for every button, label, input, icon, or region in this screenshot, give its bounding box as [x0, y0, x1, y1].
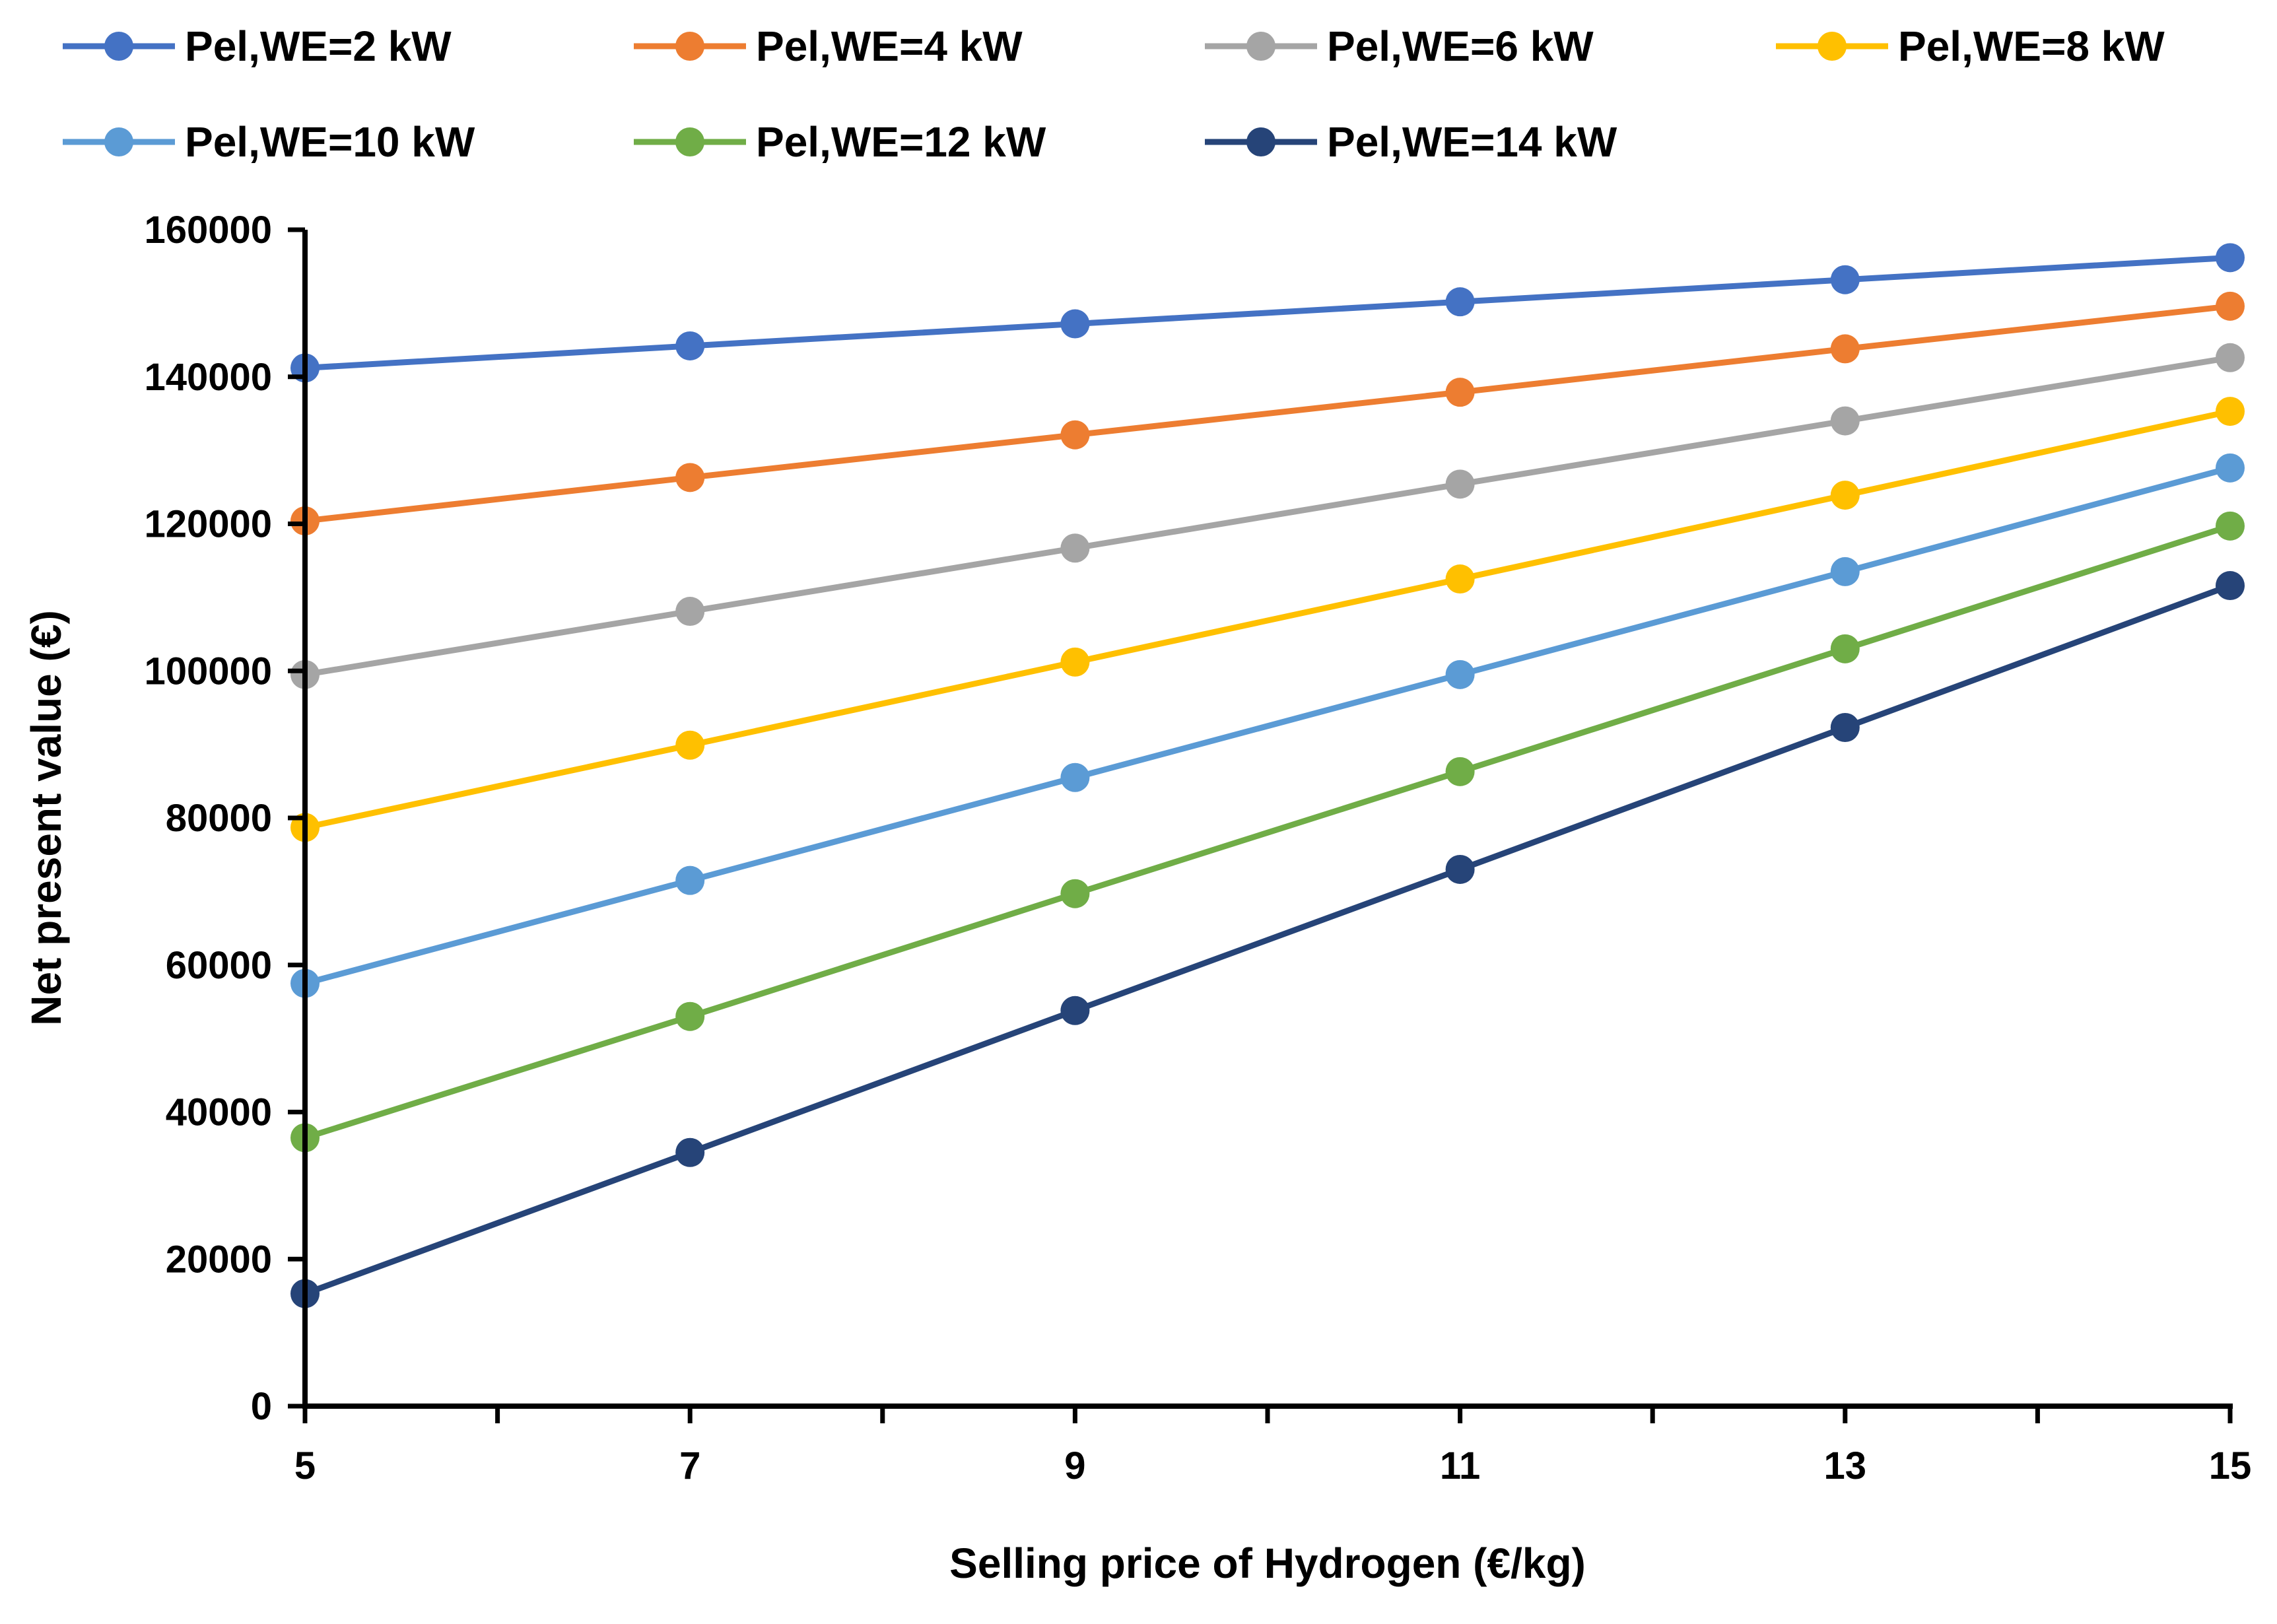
legend-item: Pel,WE=2 kW	[63, 22, 452, 70]
data-point	[1060, 420, 1090, 450]
x-tick-label: 7	[679, 1444, 700, 1487]
data-point	[1830, 713, 1860, 743]
data-point	[1060, 533, 1090, 563]
data-point	[1445, 378, 1475, 407]
data-point	[1060, 647, 1090, 677]
series-7	[290, 571, 2245, 1308]
data-point	[1830, 334, 1860, 364]
series-line	[304, 408, 2231, 830]
y-tick-label: 40000	[166, 1091, 272, 1134]
data-point	[1445, 757, 1475, 786]
y-tick-label: 60000	[166, 944, 272, 987]
series-1	[290, 243, 2245, 383]
data-point	[1445, 660, 1475, 689]
data-point	[1445, 854, 1475, 884]
y-tick-label: 160000	[144, 209, 272, 252]
legend-label: Pel,WE=6 kW	[1327, 22, 1594, 70]
x-tick-label: 5	[294, 1444, 316, 1487]
legend-marker	[1246, 127, 1275, 156]
data-point	[1830, 557, 1860, 586]
data-point	[675, 730, 705, 760]
x-tick-label: 11	[1440, 1444, 1480, 1487]
legend-label: Pel,WE=4 kW	[756, 22, 1023, 70]
legend-item: Pel,WE=14 kW	[1205, 118, 1617, 166]
series-line	[304, 523, 2231, 1141]
plot-area	[290, 243, 2245, 1308]
y-tick-label: 20000	[166, 1238, 272, 1281]
y-tick-label: 80000	[166, 797, 272, 840]
y-tick-label: 0	[251, 1385, 272, 1428]
x-tick-label: 15	[2209, 1444, 2252, 1487]
x-tick-label: 13	[1824, 1444, 1867, 1487]
data-point	[2216, 343, 2245, 372]
data-point	[2216, 511, 2245, 541]
data-point	[2216, 453, 2245, 483]
legend-marker	[104, 32, 133, 61]
data-point	[675, 1137, 705, 1167]
series-3	[290, 343, 2245, 689]
legend-marker	[675, 32, 704, 61]
y-tick-label: 140000	[144, 356, 272, 399]
legend-marker	[1818, 32, 1847, 61]
legend-label: Pel,WE=2 kW	[185, 22, 452, 70]
y-tick-label: 100000	[144, 650, 272, 693]
data-point	[1060, 879, 1090, 908]
legend-item: Pel,WE=10 kW	[63, 118, 475, 166]
series-5	[290, 453, 2245, 998]
data-point	[1830, 406, 1860, 436]
legend-item: Pel,WE=12 kW	[634, 118, 1046, 166]
data-point	[2216, 243, 2245, 273]
series-line	[304, 582, 2231, 1297]
series-2	[290, 291, 2245, 536]
axes: 0 20000 40000 60000 80000 100000 120000 140000 1…	[144, 209, 2251, 1487]
series-line	[304, 303, 2231, 524]
data-point	[1445, 469, 1475, 499]
data-point	[1060, 762, 1090, 792]
legend-label: Pel,WE=12 kW	[756, 118, 1046, 166]
legend-marker	[675, 127, 704, 156]
data-point	[675, 1001, 705, 1031]
legend-label: Pel,WE=14 kW	[1327, 118, 1617, 166]
data-point	[1445, 287, 1475, 317]
data-point	[675, 331, 705, 360]
legend-item: Pel,WE=4 kW	[634, 22, 1023, 70]
series-6	[290, 511, 2245, 1153]
data-point	[675, 463, 705, 492]
x-axis-title: Selling price of Hydrogen (€/kg)	[949, 1539, 1586, 1587]
data-point	[1830, 265, 1860, 294]
series-line	[304, 254, 2231, 371]
data-point	[1060, 309, 1090, 339]
data-point	[1060, 996, 1090, 1025]
legend-item: Pel,WE=8 kW	[1776, 22, 2165, 70]
legend-item: Pel,WE=6 kW	[1205, 22, 1594, 70]
data-point	[1445, 564, 1475, 594]
data-point	[675, 597, 705, 626]
legend-marker	[104, 127, 133, 156]
series-line	[304, 355, 2231, 678]
data-point	[1830, 634, 1860, 663]
legend-label: Pel,WE=10 kW	[185, 118, 475, 166]
legend-marker	[1246, 32, 1275, 61]
series-line	[304, 465, 2231, 986]
y-axis-title: Net present value (€)	[22, 610, 70, 1026]
data-point	[2216, 291, 2245, 321]
data-point	[2216, 397, 2245, 426]
data-point	[675, 865, 705, 895]
y-tick-label: 120000	[144, 503, 272, 546]
legend: Pel,WE=2 kW Pel,WE=4 kW Pel,WE=6 kW Pel,WE=…	[63, 22, 2165, 166]
series-4	[290, 397, 2245, 842]
x-tick-label: 9	[1064, 1444, 1085, 1487]
legend-label: Pel,WE=8 kW	[1898, 22, 2165, 70]
data-point	[1830, 481, 1860, 510]
data-point	[2216, 571, 2245, 601]
